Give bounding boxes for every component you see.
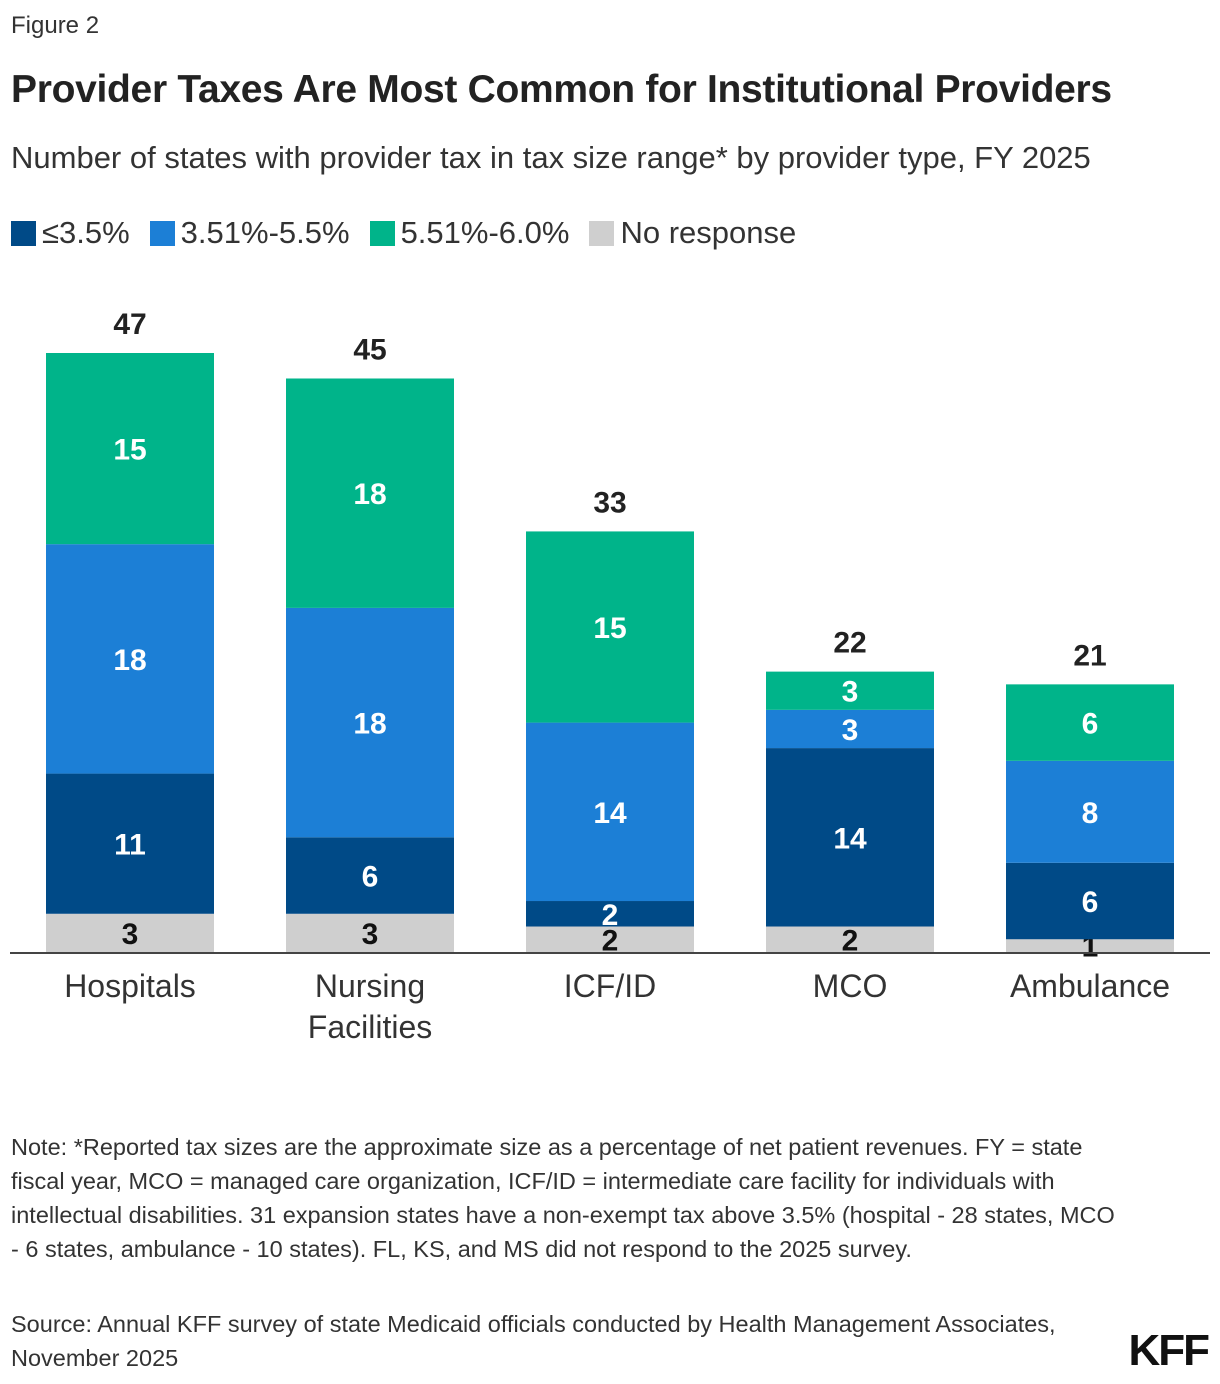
chart-subtitle: Number of states with provider tax in ta… — [11, 140, 1091, 175]
bar-segment — [526, 531, 694, 723]
data-label: 3 — [362, 918, 379, 951]
legend-swatch — [149, 220, 175, 246]
legend-swatch — [589, 220, 615, 246]
legend-label: No response — [620, 215, 797, 250]
bar-segment — [46, 773, 214, 914]
bar-segment — [766, 709, 934, 749]
data-label: 2 — [602, 924, 619, 957]
bar-segment — [46, 913, 214, 952]
bar-segment — [286, 913, 454, 952]
category-label: Nursing Facilities — [308, 968, 432, 1045]
bar-segment — [766, 748, 934, 927]
bar-segment — [286, 607, 454, 838]
legend-item: ≤3.5% — [11, 215, 130, 251]
data-label: 8 — [1082, 797, 1099, 830]
legend-item: No response — [589, 215, 796, 251]
bar-segment — [1006, 862, 1174, 940]
data-label: 3 — [122, 918, 139, 951]
total-label: 47 — [113, 308, 146, 341]
bar-segment — [286, 378, 454, 608]
data-label: 6 — [1082, 708, 1099, 741]
note-text: Note: *Reported tax sizes are the approx… — [11, 1134, 1115, 1262]
bar-segment — [286, 837, 454, 914]
bar-segment — [766, 671, 934, 710]
total-label: 21 — [1073, 639, 1106, 672]
legend-swatch — [11, 220, 36, 246]
bar-segment — [46, 544, 214, 774]
chart-title: Provider Taxes Are Most Common for Insti… — [11, 68, 1112, 111]
source-text: Source: Annual KFF survey of state Medic… — [11, 1311, 1056, 1371]
total-label: 45 — [353, 333, 386, 366]
bar-segment — [46, 353, 214, 545]
data-label: 3 — [842, 676, 859, 709]
data-label: 18 — [113, 644, 146, 677]
bar-segment — [1006, 939, 1174, 952]
data-label: 14 — [593, 797, 627, 830]
data-label: 6 — [1082, 886, 1099, 919]
data-label: 18 — [353, 478, 386, 511]
legend-label: 3.51%-5.5% — [180, 215, 350, 250]
bar-segment — [526, 926, 694, 952]
figure-label: Figure 2 — [11, 12, 100, 39]
data-label: 14 — [833, 822, 867, 855]
data-label: 2 — [842, 924, 859, 957]
legend: ≤3.5% 3.51%-5.5% 5.51%-6.0% No response — [11, 215, 796, 251]
legend-item: 5.51%-6.0% — [369, 215, 570, 251]
category-label: MCO — [813, 968, 888, 1004]
stacked-bar-chart: 3 11 18 15 47 Hospitals 3 6 18 18 45 Nursing Facilit… — [10, 308, 1210, 1045]
legend-label: 5.51%-6.0% — [400, 215, 570, 250]
bar-segment — [766, 926, 934, 952]
data-label: 11 — [114, 829, 146, 862]
bar-segment — [526, 901, 694, 927]
data-label: 15 — [593, 612, 626, 645]
data-label: 18 — [353, 708, 386, 741]
kff-logo: KFF — [1128, 1326, 1210, 1375]
category-label: Ambulance — [1010, 968, 1170, 1004]
data-label: 2 — [602, 899, 619, 932]
category-label: Hospitals — [64, 968, 196, 1004]
bar-segment — [1006, 684, 1174, 761]
legend-label: ≤3.5% — [42, 215, 130, 250]
total-label: 22 — [833, 627, 866, 660]
data-label: 15 — [113, 434, 146, 467]
legend-item: 3.51%-5.5% — [149, 215, 350, 251]
total-label: 33 — [593, 486, 626, 519]
bar-segment — [526, 722, 694, 902]
data-label: 3 — [842, 714, 859, 747]
bar-segment — [1006, 760, 1174, 863]
data-label: 6 — [362, 861, 379, 894]
category-label: ICF/ID — [564, 968, 656, 1004]
legend-swatch — [369, 220, 395, 246]
